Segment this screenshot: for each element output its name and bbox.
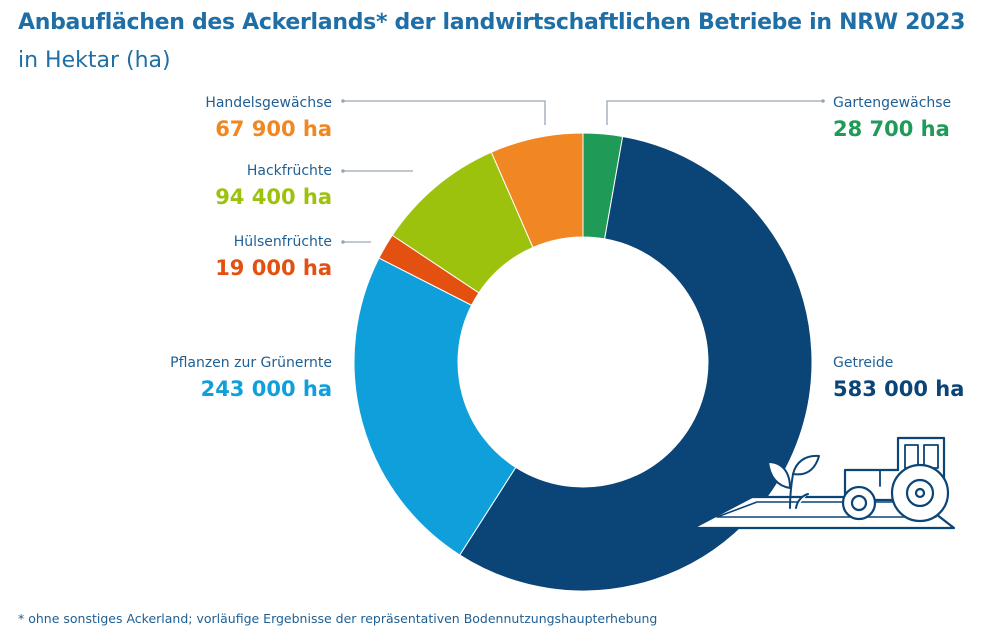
label-gartengewaechse: Gartengewächse [833,95,952,111]
value-huelsenfruechte: 19 000 ha [215,256,332,280]
leader-dot-hackfruechte [341,169,345,173]
tractor-icon [691,436,956,530]
label-hackfruechte: Hackfrüchte [246,163,332,179]
leader-handelsgewaechse [343,100,546,125]
chart-subtitle: in Hektar (ha) [18,48,171,73]
label-huelsenfruechte: Hülsenfrüchte [233,234,332,250]
leader-dot-gartengewaechse [821,99,825,103]
footnote: * ohne sonstiges Ackerland; vorläufige E… [18,611,658,626]
plant-icon [767,454,820,509]
value-handelsgewaechse: 67 900 ha [215,117,332,141]
value-hackfruechte: 94 400 ha [215,185,332,209]
leader-gartengewaechse [606,100,823,125]
value-getreide: 583 000 ha [833,377,965,401]
leader-dot-handelsgewaechse [341,99,345,103]
slice-getreide [459,135,813,592]
slice-handelsgewächse [490,132,584,249]
label-getreide: Getreide [833,355,894,371]
value-pflanzen-zur-gruenernte: 243 000 ha [200,377,332,401]
leader-dot-huelsenfruechte [341,240,345,244]
label-pflanzen-zur-gruenernte: Pflanzen zur Grünernte [170,355,332,371]
slice-pflanzen-zur-grünernte [353,257,517,556]
chart-title: Anbauflächen des Ackerlands* der landwir… [18,10,966,35]
value-gartengewaechse: 28 700 ha [833,117,950,141]
label-handelsgewaechse: Handelsgewächse [205,95,332,111]
